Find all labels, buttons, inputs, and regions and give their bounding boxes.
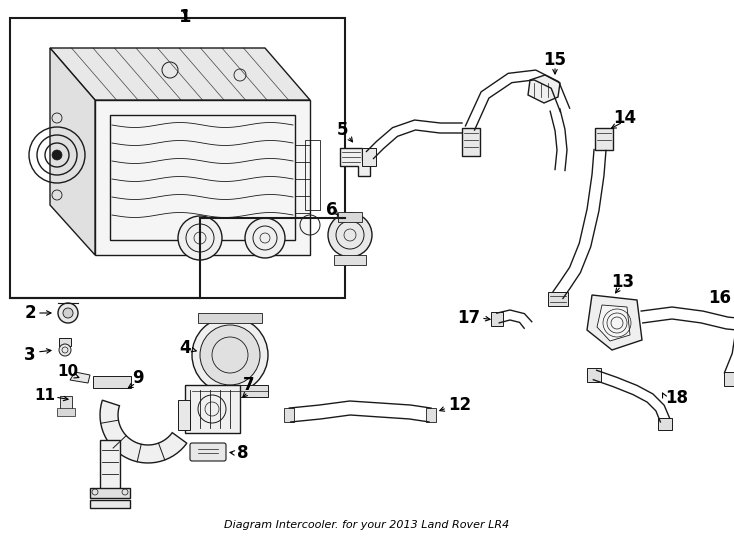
Text: 7: 7 (243, 376, 255, 394)
Polygon shape (340, 148, 370, 176)
Text: 8: 8 (237, 444, 249, 462)
Circle shape (178, 216, 222, 260)
Bar (724, 372, 734, 386)
Bar (548, 292, 568, 306)
Bar (59, 338, 71, 346)
Text: 15: 15 (543, 51, 567, 69)
Bar (93, 376, 131, 388)
Text: 6: 6 (326, 201, 338, 219)
Bar (198, 313, 262, 323)
Circle shape (200, 325, 260, 385)
Text: 18: 18 (665, 389, 688, 407)
Bar (60, 396, 72, 414)
Text: 13: 13 (611, 273, 635, 291)
Bar (192, 385, 268, 397)
Text: 4: 4 (179, 339, 191, 357)
FancyBboxPatch shape (190, 443, 226, 461)
Text: 14: 14 (614, 109, 636, 127)
Polygon shape (95, 100, 310, 255)
Text: 2: 2 (24, 304, 36, 322)
Circle shape (328, 213, 372, 257)
Bar (334, 255, 366, 265)
Bar (90, 488, 130, 498)
Polygon shape (100, 400, 187, 463)
Text: 5: 5 (336, 121, 348, 139)
Text: 9: 9 (132, 369, 144, 387)
Bar (284, 408, 294, 422)
Bar (362, 148, 376, 166)
Bar (100, 440, 120, 490)
Text: Diagram Intercooler. for your 2013 Land Rover LR4: Diagram Intercooler. for your 2013 Land … (225, 520, 509, 530)
Bar (110, 115, 295, 240)
Circle shape (59, 344, 71, 356)
Bar (90, 500, 130, 508)
Bar (338, 212, 362, 222)
Text: 3: 3 (24, 346, 36, 364)
Text: 17: 17 (457, 309, 480, 327)
Circle shape (63, 308, 73, 318)
Bar (462, 128, 480, 156)
Bar (178, 400, 190, 430)
Circle shape (192, 317, 268, 393)
Polygon shape (50, 48, 310, 100)
Polygon shape (70, 372, 90, 383)
Text: 1: 1 (179, 8, 192, 26)
Bar (305, 140, 320, 210)
Bar (426, 408, 436, 422)
Bar (595, 128, 613, 150)
Text: 11: 11 (34, 388, 56, 402)
Text: 10: 10 (57, 364, 79, 380)
Polygon shape (50, 48, 95, 255)
Polygon shape (587, 295, 642, 350)
Polygon shape (528, 75, 560, 103)
Bar (658, 418, 672, 430)
Bar (57, 408, 75, 416)
Bar (10, 18, 345, 298)
Text: 16: 16 (708, 289, 732, 307)
Bar (491, 312, 503, 326)
Bar (587, 368, 601, 382)
Circle shape (52, 150, 62, 160)
Circle shape (58, 303, 78, 323)
Text: 12: 12 (448, 396, 471, 414)
Bar (185, 385, 240, 433)
Circle shape (245, 218, 285, 258)
Polygon shape (597, 305, 630, 341)
